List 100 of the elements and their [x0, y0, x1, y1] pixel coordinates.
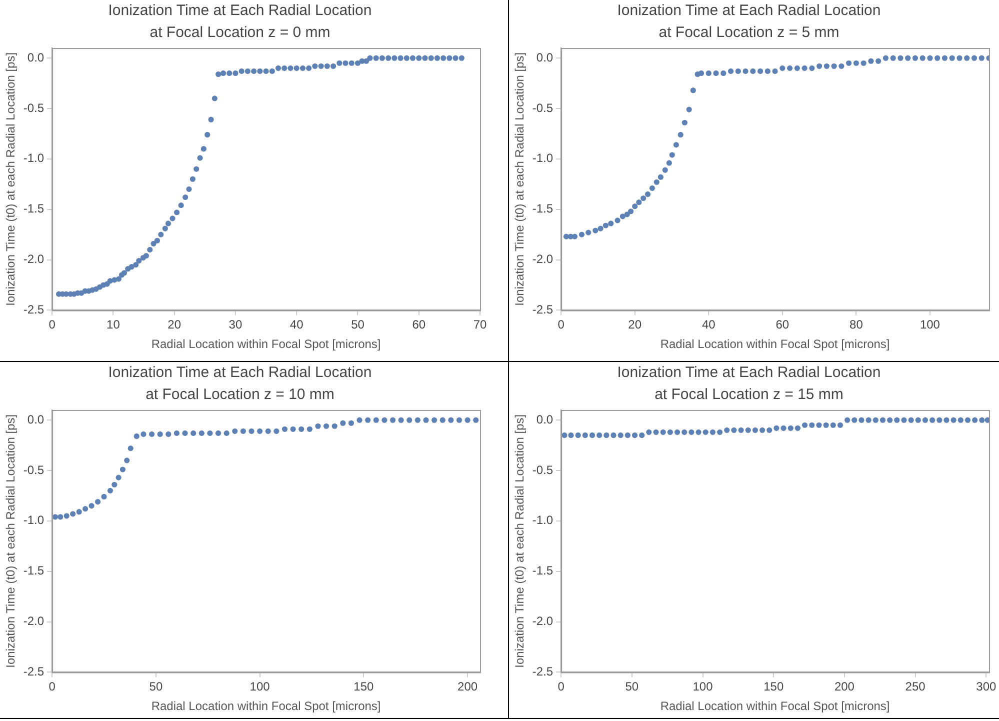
point	[182, 430, 188, 436]
point	[265, 428, 271, 434]
chart-title: Ionization Time at Each Radial Location	[108, 2, 372, 20]
chart-subtitle: at Focal Location z = 10 mm	[146, 386, 334, 404]
point	[101, 494, 107, 500]
point	[82, 506, 88, 512]
point	[70, 511, 76, 517]
x-tick-label: 60	[776, 318, 790, 332]
point	[406, 417, 412, 423]
y-axis-title: Ionization Time (t0) at each Radial Location [ps]	[512, 52, 527, 306]
point	[232, 428, 238, 434]
point	[120, 466, 126, 472]
point	[257, 428, 263, 434]
point	[382, 417, 388, 423]
point	[432, 417, 438, 423]
point	[215, 430, 222, 436]
chart-subtitle: at Focal Location z = 5 mm	[658, 24, 840, 42]
point	[414, 417, 420, 423]
y-tick-label: -1.5	[532, 564, 554, 578]
chart-title: Ionization Time at Each Radial Location	[617, 364, 881, 382]
point	[315, 423, 321, 429]
chart-title: Ionization Time at Each Radial Location	[617, 2, 881, 20]
x-tick-label: 40	[702, 318, 716, 332]
x-tick-label: 40	[290, 318, 304, 332]
y-tick-label: 0.0	[27, 50, 44, 64]
y-tick-label: -1.5	[532, 202, 554, 216]
point	[365, 417, 371, 423]
x-tick-label: 100	[692, 680, 714, 694]
x-tick-label: 150	[764, 680, 784, 694]
point	[76, 509, 82, 515]
point	[198, 430, 204, 436]
point	[340, 420, 346, 426]
y-tick-label: 0.0	[536, 412, 554, 426]
y-tick-label: 0.0	[536, 50, 554, 64]
x-tick-label: 250	[905, 680, 926, 694]
point	[157, 431, 163, 438]
point	[134, 433, 140, 440]
point	[373, 417, 379, 423]
point	[128, 446, 134, 452]
point	[306, 426, 312, 432]
x-tick-label: 50	[149, 680, 163, 694]
point	[456, 417, 462, 423]
point	[58, 514, 64, 520]
point	[190, 430, 196, 436]
x-tick-label: 0	[558, 318, 565, 332]
y-tick-label: -1.5	[23, 202, 44, 216]
y-tick-label: -1.0	[532, 151, 554, 166]
point	[390, 417, 396, 423]
y-tick-label: -2.5	[532, 664, 554, 679]
point	[124, 458, 130, 464]
point	[248, 428, 254, 434]
point	[88, 503, 94, 509]
y-tick-label: -1.5	[23, 564, 44, 578]
point	[440, 417, 446, 423]
y-axis-title: Ionization Time (t0) at each Radial Location [ps]	[512, 414, 527, 668]
x-tick-label: 80	[850, 318, 864, 332]
chart-title: Ionization Time at Each Radial Location	[108, 364, 372, 382]
point	[274, 428, 280, 434]
point	[140, 431, 146, 438]
x-tick-label: 0	[48, 318, 56, 332]
point	[323, 423, 330, 429]
point	[116, 474, 122, 480]
x-tick-label: 20	[628, 318, 642, 332]
y-tick-label: -2.0	[23, 614, 44, 628]
y-axis-title: Ionization Time (t0) at each Radial Location [ps]	[4, 52, 18, 306]
y-tick-label: -2.0	[532, 252, 554, 266]
y-tick-label: -2.5	[23, 302, 44, 317]
point	[166, 431, 172, 438]
x-tick-label: 30	[228, 318, 242, 332]
y-tick-label: -2.5	[532, 302, 554, 317]
point	[112, 482, 118, 488]
x-axis-title: Radial Location within Focal Spot [microns]	[151, 337, 381, 352]
x-axis-title: Radial Location within Focal Spot [microns]	[660, 337, 890, 352]
x-tick-label: 300	[976, 680, 996, 694]
point	[423, 417, 429, 423]
point	[107, 488, 114, 494]
y-tick-label: -1.0	[23, 151, 44, 166]
x-axis-title: Radial Location within Focal Spot [microns]	[151, 699, 381, 714]
y-axis-title: Ionization Time (t0) at each Radial Location [ps]	[4, 414, 18, 668]
point	[64, 513, 70, 519]
point	[174, 430, 180, 436]
x-tick-label: 150	[354, 680, 374, 694]
x-tick-label: 60	[412, 318, 426, 332]
x-tick-label: 200	[834, 680, 855, 694]
x-tick-label: 0	[558, 680, 565, 694]
point	[348, 420, 354, 426]
point	[224, 430, 230, 436]
point	[282, 426, 288, 432]
point	[240, 428, 246, 434]
y-tick-label: -2.0	[23, 252, 44, 266]
x-axis-title: Radial Location within Focal Spot [microns]	[660, 699, 890, 714]
point	[207, 430, 213, 436]
point	[356, 417, 362, 423]
y-tick-label: -1.0	[23, 513, 44, 528]
x-tick-label: 10	[106, 318, 120, 332]
x-tick-label: 200	[458, 680, 478, 694]
y-tick-label: -1.0	[532, 513, 554, 528]
x-tick-label: 0	[48, 680, 56, 694]
chart-subtitle: at Focal Location z = 15 mm	[654, 386, 844, 404]
point	[94, 498, 101, 505]
